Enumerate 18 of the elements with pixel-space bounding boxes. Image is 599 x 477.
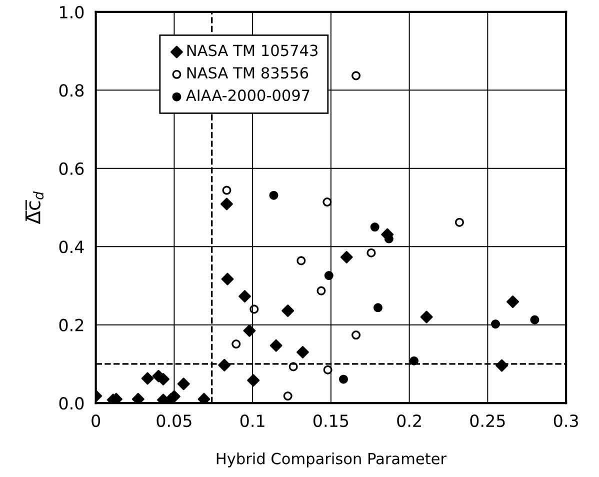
y-tick-label: 0.6 [59, 162, 84, 175]
y-axis-title: Δ̅c̅$_{d}$ [26, 191, 44, 224]
legend-label: NASA TM 105743 [187, 44, 318, 56]
x-tick-label: 0.25 [470, 414, 505, 428]
y-tick-label: 0.4 [59, 240, 84, 254]
x-tick-label: 0.15 [313, 414, 348, 428]
x-tick-label: 0 [92, 414, 100, 428]
x-tick-label: 0.2 [397, 414, 421, 428]
x-tick-label: 0.1 [240, 414, 264, 428]
y-tick-label: 1.0 [60, 6, 84, 18]
legend-label: AIAA-2000-0097 [186, 89, 310, 102]
y-tick-label: 0.8 [59, 84, 84, 97]
y-tick-label: 0.2 [59, 318, 84, 332]
legend-label: NASA TM 83556 [187, 67, 308, 79]
x-axis-title: Hybrid Comparison Parameter [216, 452, 447, 468]
x-tick-label: 0.05 [156, 414, 192, 428]
y-tick-label: 0.0 [59, 397, 84, 410]
x-tick-label: 0.3 [554, 414, 578, 428]
